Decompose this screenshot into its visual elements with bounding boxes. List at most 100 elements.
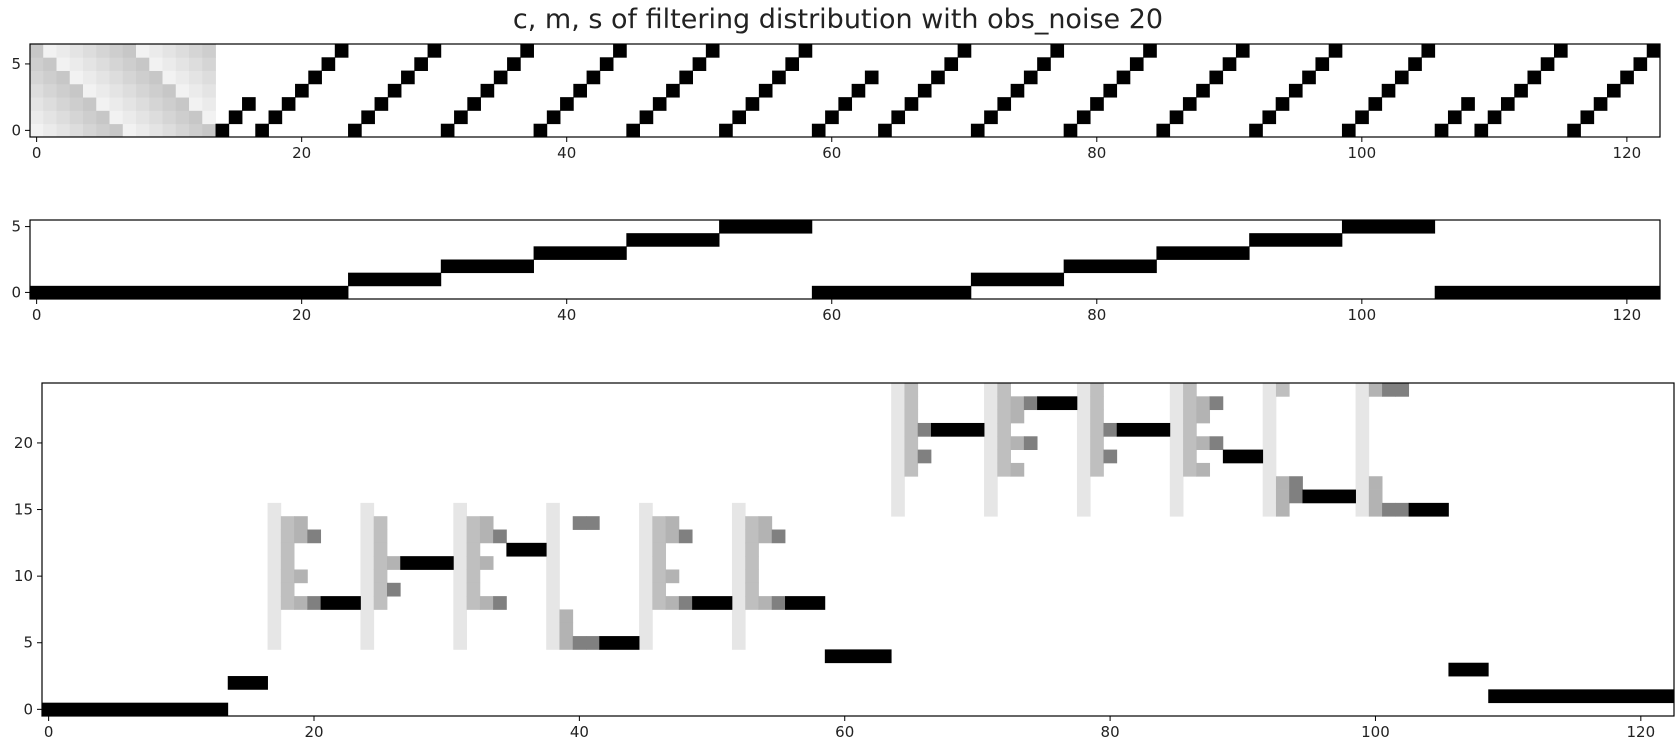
figure-title: c, m, s of filtering distribution with o… [512, 4, 1164, 35]
active-cell [705, 44, 720, 58]
gradient-cell [122, 123, 137, 138]
gray-cell [771, 596, 786, 610]
active-cell [1421, 44, 1436, 58]
gray-cell [373, 529, 388, 544]
active-cell [652, 97, 667, 111]
gradient-cell [56, 70, 71, 85]
gray-cell [1289, 489, 1303, 504]
gradient-cell [122, 110, 137, 125]
gray-cell [466, 596, 481, 610]
active-cell [1315, 57, 1330, 71]
active-cell [626, 123, 640, 138]
active-cell [1408, 57, 1422, 71]
state-run [440, 259, 534, 274]
gradient-cell [83, 110, 97, 125]
gradient-cell [96, 44, 110, 58]
shaded-column [891, 383, 905, 517]
state-run [1116, 422, 1171, 437]
active-cell [546, 110, 561, 125]
gradient-cell [56, 83, 71, 98]
active-cell [997, 97, 1012, 111]
active-cell [1394, 70, 1409, 85]
gradient-cell [109, 83, 124, 98]
active-cell [427, 44, 442, 58]
gradient-cell [30, 83, 44, 98]
gray-cell [493, 529, 507, 544]
active-cell [586, 70, 601, 85]
gray-cell [280, 596, 295, 610]
active-cell [1116, 70, 1131, 85]
gray-cell [1196, 436, 1211, 450]
gradient-cell [96, 70, 110, 85]
gray-cell [758, 529, 773, 544]
active-cell [1302, 70, 1316, 85]
gray-cell [1090, 449, 1104, 464]
gradient-cell [149, 83, 163, 98]
state-run [626, 233, 720, 247]
x-tick-label: 0 [32, 144, 42, 162]
gray-cell [466, 542, 481, 557]
state-run [42, 702, 229, 717]
gradient-cell [149, 123, 163, 138]
gradient-cell [162, 44, 177, 58]
shaded-column [1169, 383, 1184, 517]
gray-cell [572, 636, 587, 650]
gray-cell [917, 422, 932, 437]
gradient-cell [43, 57, 57, 71]
active-cell [401, 70, 415, 85]
gray-cell [745, 596, 759, 610]
active-cell [1050, 44, 1065, 58]
gradient-cell [96, 57, 110, 71]
x-tick-label: 0 [44, 723, 54, 741]
gradient-cell [136, 97, 150, 111]
gray-cell [386, 582, 401, 597]
gradient-cell [162, 70, 177, 85]
gray-cell [652, 582, 667, 597]
gradient-cell [202, 70, 216, 85]
active-cell [1023, 70, 1038, 85]
gradient-cell [122, 97, 137, 111]
gray-cell [294, 529, 308, 544]
x-tick-label: 100 [1348, 144, 1377, 162]
active-cell [1461, 97, 1475, 111]
gray-cell [997, 449, 1011, 464]
gradient-cell [30, 44, 44, 58]
x-tick-label: 40 [570, 723, 589, 741]
gray-cell [1368, 383, 1383, 397]
gray-cell [1183, 449, 1197, 464]
gradient-cell [136, 70, 150, 85]
gray-cell [1090, 409, 1104, 424]
gray-cell [466, 556, 481, 570]
gray-cell [904, 449, 919, 464]
active-cell [1156, 123, 1171, 138]
active-cell [851, 83, 866, 98]
y-tick-label: 10 [14, 567, 33, 585]
y-tick-label: 5 [11, 218, 21, 236]
gradient-cell [162, 83, 177, 98]
gradient-cell [109, 123, 124, 138]
active-cell [785, 57, 800, 71]
state-run [1222, 449, 1264, 464]
active-cell [679, 70, 694, 85]
y-tick-label: 0 [23, 700, 33, 718]
gradient-cell [136, 110, 150, 125]
gray-cell [373, 569, 388, 584]
gray-cell [1090, 422, 1104, 437]
y-tick-label: 5 [11, 55, 21, 73]
active-cell [666, 83, 680, 98]
gray-cell [1275, 502, 1290, 517]
active-cell [467, 97, 481, 111]
gray-cell [1289, 476, 1303, 490]
gradient-cell [175, 123, 190, 138]
active-cell [1540, 57, 1555, 71]
active-cell [878, 123, 892, 138]
gray-cell [586, 516, 600, 530]
active-cell [480, 83, 495, 98]
active-cell [1328, 44, 1343, 58]
gray-cell [652, 569, 667, 584]
shaded-column [984, 383, 998, 517]
active-cell [228, 110, 243, 125]
gray-cell [745, 542, 759, 557]
active-cell [533, 123, 548, 138]
gray-cell [1275, 489, 1290, 504]
